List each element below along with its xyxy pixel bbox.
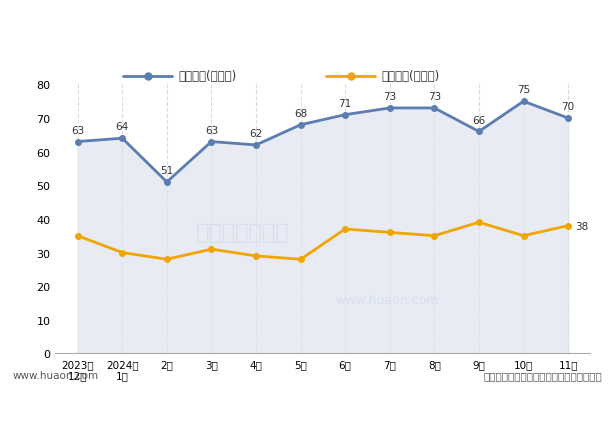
Text: 75: 75 bbox=[517, 85, 530, 95]
Text: 66: 66 bbox=[472, 115, 486, 125]
Text: 62: 62 bbox=[249, 129, 263, 139]
Text: 专业严谨·客观科学: 专业严谨·客观科学 bbox=[546, 9, 603, 19]
Text: 华经产业研究院: 华经产业研究院 bbox=[196, 223, 290, 243]
Text: 出口总额(亿美元): 出口总额(亿美元) bbox=[178, 70, 237, 83]
Text: 68: 68 bbox=[294, 109, 308, 119]
Text: www.huaon.com: www.huaon.com bbox=[335, 294, 438, 306]
Text: 73: 73 bbox=[427, 92, 441, 102]
Text: 73: 73 bbox=[383, 92, 397, 102]
Text: 71: 71 bbox=[338, 99, 352, 109]
Text: 64: 64 bbox=[116, 122, 129, 132]
Text: 2023-2024年安徽省商品收发货人所在地进、出口额: 2023-2024年安徽省商品收发货人所在地进、出口额 bbox=[157, 36, 458, 54]
Text: 数据来源：中国海关，华经产业研究院整理: 数据来源：中国海关，华经产业研究院整理 bbox=[484, 370, 603, 380]
Text: 63: 63 bbox=[71, 126, 84, 135]
Text: www.huaon.com: www.huaon.com bbox=[12, 370, 98, 380]
Text: 华经情报网: 华经情报网 bbox=[12, 7, 50, 20]
Text: 63: 63 bbox=[205, 126, 218, 135]
Text: 38: 38 bbox=[575, 221, 588, 231]
Text: 51: 51 bbox=[160, 166, 173, 176]
Text: 70: 70 bbox=[561, 102, 574, 112]
Text: 进口总额(亿美元): 进口总额(亿美元) bbox=[381, 70, 440, 83]
